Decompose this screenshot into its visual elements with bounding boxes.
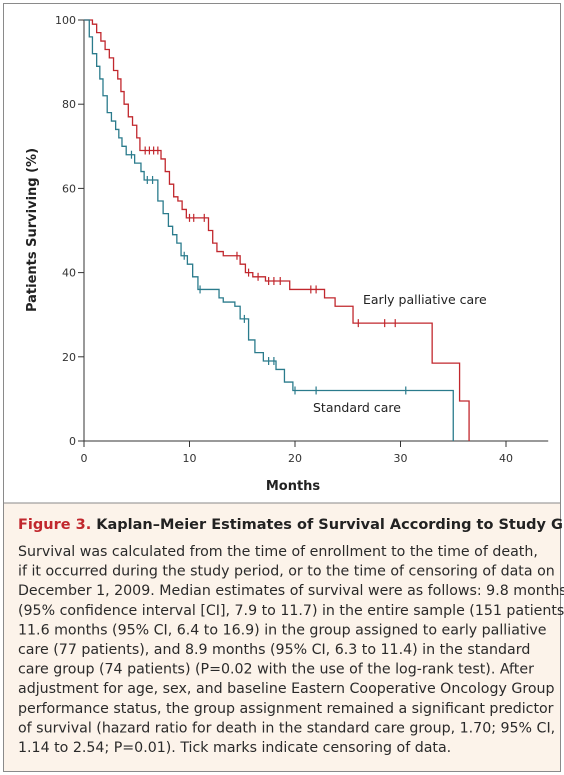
caption-line: December 1, 2009. Median estimates of su… <box>18 583 564 599</box>
caption-line: if it occurred during the study period, … <box>18 564 555 580</box>
survival-curve <box>84 19 470 441</box>
y-tick-label: 60 <box>62 182 76 195</box>
caption-line: care group (74 patients) (P=0.02 with th… <box>18 662 534 678</box>
series-label: Early palliative care <box>363 292 487 307</box>
caption-label: Figure 3. <box>18 517 91 533</box>
series-label: Standard care <box>313 400 401 415</box>
caption-line: performance status, the group assignment… <box>18 701 554 717</box>
y-tick-label: 40 <box>62 267 76 280</box>
caption-line: of survival (hazard ratio for death in t… <box>18 720 555 736</box>
caption-line: Survival was calculated from the time of… <box>18 544 538 560</box>
y-tick-label: 100 <box>55 14 76 27</box>
survival-curve <box>84 19 454 441</box>
caption-line: care (77 patients), and 8.9 months (95% … <box>18 642 530 658</box>
x-axis-label: Months <box>266 479 321 494</box>
x-tick-label: 30 <box>394 452 408 465</box>
y-axis-label: Patients Surviving (%) <box>25 148 40 312</box>
x-tick-label: 0 <box>81 452 88 465</box>
caption-line: 11.6 months (95% CI, 6.4 to 16.9) in the… <box>18 622 547 638</box>
caption-line: 1.14 to 2.54; P=0.01). Tick marks indica… <box>18 740 451 756</box>
x-tick-label: 10 <box>183 452 197 465</box>
caption-line: (95% confidence interval [CI], 7.9 to 11… <box>18 603 564 619</box>
x-tick-label: 20 <box>288 452 302 465</box>
y-tick-label: 80 <box>62 98 76 111</box>
caption-background <box>4 503 560 771</box>
caption-body: Survival was calculated from the time of… <box>18 544 564 756</box>
y-tick-label: 20 <box>62 351 76 364</box>
x-tick-label: 40 <box>499 452 513 465</box>
caption-title: Kaplan–Meier Estimates of Survival Accor… <box>96 517 564 533</box>
caption-line: adjustment for age, sex, and baseline Ea… <box>18 681 555 697</box>
y-tick-label: 0 <box>69 435 76 448</box>
caption-heading: Figure 3. Kaplan–Meier Estimates of Survi… <box>18 517 564 533</box>
